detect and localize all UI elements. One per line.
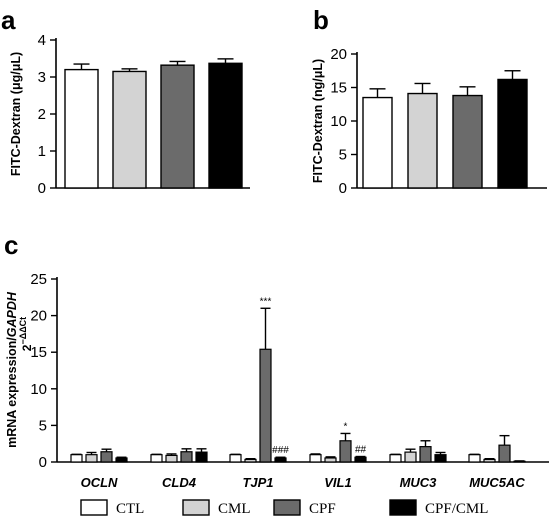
y-tick-label: 1: [38, 143, 46, 160]
panel-letter-b: b: [313, 5, 329, 35]
panel-letter-a: a: [1, 5, 16, 35]
bar-tjp1-cpf-cml: [274, 457, 287, 463]
bar-cpf: [160, 64, 195, 189]
legend-label-cpf-cml: CPF/CML: [425, 501, 488, 517]
legend-swatch-cml: [182, 499, 210, 516]
y-tick-label: 25: [30, 271, 47, 288]
legend-label-cml: CML: [218, 501, 251, 517]
significance-vil1-cpf-cml: ##: [355, 445, 367, 456]
y-axis-title: FITC-Dextran (μg/μL): [9, 52, 23, 176]
bar-muc3-cpf: [419, 446, 432, 463]
y-tick-label: 15: [30, 344, 47, 361]
bar-muc5ac-cpf: [498, 444, 511, 463]
bar-cld4-cpf: [180, 451, 193, 463]
bar-cpf-cml: [208, 62, 243, 189]
y-tick-label: 3: [38, 69, 46, 86]
bar-vil1-ctl: [309, 454, 322, 463]
bar-cld4-ctl: [150, 454, 163, 463]
bar-tjp1-ctl: [229, 454, 242, 463]
significance-tjp1-cpf-cml: ###: [272, 445, 289, 456]
category-label-muc5ac: MUC5AC: [469, 475, 525, 490]
bar-tjp1-cpf: [259, 348, 272, 463]
legend-label-ctl: CTL: [116, 501, 144, 517]
panel-b-chart: 0 5 10 15 20 FITC-Dextran (ng/μL): [311, 46, 547, 197]
bar-muc3-ctl: [389, 454, 402, 463]
y-axis-title: mRNA expression/GAPDH: [5, 291, 19, 448]
bar-vil1-cml: [324, 457, 337, 463]
bar-cml: [407, 92, 438, 189]
legend-swatch-ctl: [80, 499, 108, 516]
bar-ocln-ctl: [70, 454, 83, 463]
bar-ocln-cml: [85, 454, 98, 463]
bar-ocln-cpf: [100, 451, 113, 463]
y-tick-label: 15: [330, 80, 347, 97]
y-tick-label: 5: [339, 147, 347, 164]
category-label-muc3: MUC3: [400, 475, 438, 490]
category-label-vil1: VIL1: [324, 475, 351, 490]
category-label-tjp1: TJP1: [242, 475, 273, 490]
y-tick-label: 5: [39, 417, 47, 434]
significance-tjp1-cpf: ***: [260, 296, 272, 307]
category-label-ocln: OCLN: [81, 475, 118, 490]
y-axis-title: FITC-Dextran (ng/μL): [311, 59, 325, 183]
bar-cld4-cml: [165, 454, 178, 463]
panel-letter-c: c: [4, 230, 18, 260]
category-label-cld4: CLD4: [162, 475, 197, 490]
bar-cpf-cml: [497, 78, 528, 189]
bar-cpf: [452, 94, 483, 189]
y-axis-subtitle: 2−ΔΔCt: [18, 317, 34, 351]
bar-tjp1-cml: [244, 458, 257, 463]
bar-muc3-cpf-cml: [434, 454, 447, 463]
legend-swatch-cpf: [273, 499, 301, 516]
bar-cld4-cpf-cml: [195, 451, 208, 463]
bar-ctl: [64, 68, 99, 189]
bar-muc3-cml: [404, 451, 417, 463]
y-tick-label: 0: [38, 180, 46, 197]
y-tick-label: 0: [339, 180, 347, 197]
bar-cml: [112, 70, 147, 189]
significance-vil1-cpf: *: [344, 421, 348, 432]
legend: CTL CML CPF CPF/CML: [80, 499, 488, 517]
y-tick-label: 0: [39, 454, 47, 471]
bar-ctl: [362, 96, 393, 189]
legend-swatch-cpf-cml: [389, 499, 417, 516]
y-tick-label: 2: [38, 106, 46, 123]
y-tick-label: 10: [30, 381, 47, 398]
y-tick-label: 10: [330, 113, 347, 130]
bar-muc5ac-ctl: [468, 454, 481, 463]
bar-ocln-cpf-cml: [115, 457, 128, 463]
legend-label-cpf: CPF: [309, 501, 336, 517]
y-tick-label: 4: [38, 32, 46, 49]
bar-vil1-cpf: [339, 440, 352, 463]
bar-muc5ac-cml: [483, 458, 496, 463]
bar-vil1-cpf-cml: [354, 456, 367, 463]
y-tick-label: 20: [30, 308, 47, 325]
panel-a-chart: 0 1 2 3 4 FITC-Dextran (μg/μL): [9, 32, 250, 197]
y-tick-label: 20: [330, 46, 347, 63]
